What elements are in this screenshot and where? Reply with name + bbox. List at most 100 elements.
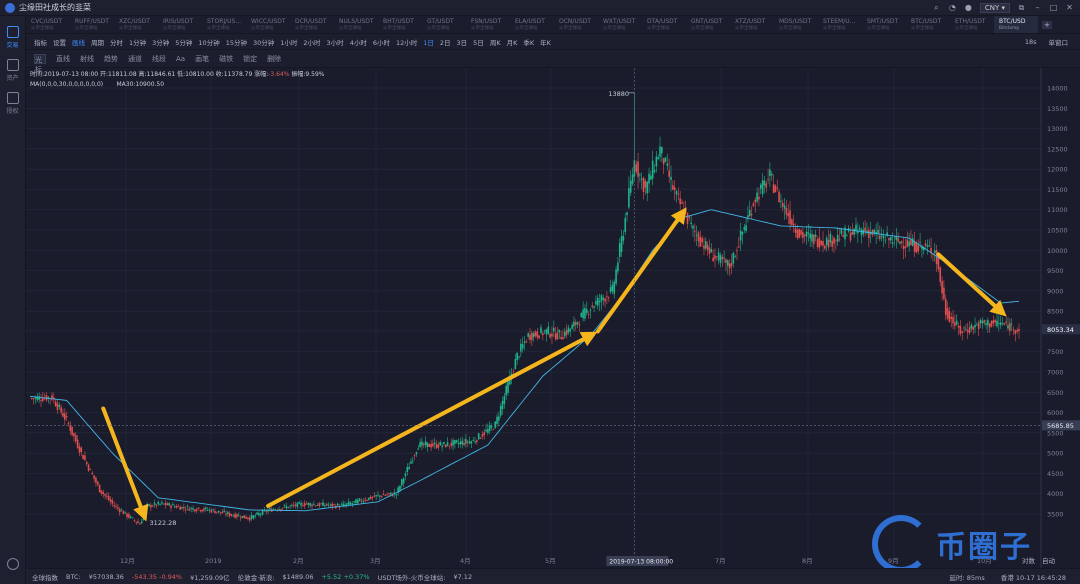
toolbar-item-1小时[interactable]: 1小时 bbox=[280, 38, 298, 47]
pair-tab-gt-usdt[interactable]: GT/USDT 火币全球站 bbox=[422, 16, 466, 33]
draw-tool-删除[interactable]: 删除 bbox=[267, 54, 282, 63]
chart-button-1[interactable]: 自动 bbox=[1042, 556, 1056, 565]
settings-gear-icon[interactable] bbox=[7, 558, 19, 570]
draw-tool-射线[interactable]: 射线 bbox=[80, 54, 94, 63]
toolbar-item-周K[interactable]: 周K bbox=[489, 38, 501, 47]
candle-body bbox=[650, 175, 652, 180]
draw-tool-线段[interactable]: 线段 bbox=[152, 54, 166, 63]
candle-body bbox=[175, 506, 178, 508]
pair-tab-ocn-usdt[interactable]: OCN/USDT 火币全球站 bbox=[554, 16, 598, 33]
toolbar-item-设置[interactable]: 设置 bbox=[53, 38, 66, 47]
pair-tab-wxt-usdt[interactable]: WXT/USDT 火币全球站 bbox=[598, 16, 642, 33]
pair-tab-exchange: 火币全球站 bbox=[383, 26, 406, 31]
toolbar-item-5日[interactable]: 5日 bbox=[473, 38, 484, 47]
pair-tab-ela-usdt[interactable]: ELA/USDT 火币全球站 bbox=[510, 16, 554, 33]
candle-body bbox=[750, 213, 753, 216]
candle-body bbox=[342, 503, 344, 506]
toolbar-item-1日[interactable]: 1日 bbox=[423, 38, 434, 47]
candle-body bbox=[734, 256, 736, 258]
minimize-button[interactable]: – bbox=[1035, 3, 1040, 12]
candlestick-chart[interactable]: 14000 13500 13000 12500 12000 11500 11000 10500… bbox=[26, 68, 1080, 568]
toolbar-item-月K[interactable]: 月K bbox=[506, 38, 518, 47]
add-pair-button[interactable]: + bbox=[1042, 21, 1052, 29]
toolbar-item-10分钟[interactable]: 10分钟 bbox=[198, 38, 220, 47]
bell-icon[interactable]: ◔ bbox=[948, 3, 956, 12]
fullscreen-icon[interactable]: ⧉ bbox=[1018, 2, 1025, 12]
usdt-price: ¥7.12 bbox=[453, 572, 473, 581]
draw-tool-光标[interactable]: 光标 bbox=[34, 53, 46, 74]
candle-body bbox=[234, 513, 236, 518]
toolbar-item-15分钟[interactable]: 15分钟 bbox=[225, 38, 247, 47]
watermark: 币圈子 bbox=[872, 515, 1032, 573]
toolbar-item-2日[interactable]: 2日 bbox=[439, 38, 451, 47]
draw-tool-磁铁[interactable]: 磁铁 bbox=[219, 54, 234, 63]
toolbar-item-3分钟[interactable]: 3分钟 bbox=[152, 38, 170, 47]
market-index-label[interactable]: 全球指数 bbox=[32, 573, 58, 582]
pair-tab-btc-usdt[interactable]: BTC/USDT 火币全球站 bbox=[906, 16, 950, 33]
pair-tab-smt-usdt[interactable]: SMT/USDT 火币全球站 bbox=[862, 16, 906, 33]
toolbar-item-3日[interactable]: 3日 bbox=[456, 38, 468, 47]
pair-tab-ruff-usdt[interactable]: RUFF/USDT 火币全球站 bbox=[70, 16, 114, 33]
pair-tab-bht-usdt[interactable]: BHT/USDT 火币全球站 bbox=[378, 16, 422, 33]
candle-body bbox=[553, 327, 555, 332]
toolbar-item-30分钟[interactable]: 30分钟 bbox=[252, 38, 275, 47]
pair-tab-fsn-usdt[interactable]: FSN/USDT 火币全球站 bbox=[466, 16, 510, 33]
pair-tab-cvc-usdt[interactable]: CVC/USDT 火币全球站 bbox=[26, 16, 70, 33]
pair-tab-gnt-usdt[interactable]: GNT/USDT 火币全球站 bbox=[686, 16, 730, 33]
candle-body bbox=[252, 515, 255, 519]
pair-tab-xzc-usdt[interactable]: XZC/USDT 火币全球站 bbox=[114, 16, 158, 33]
sidebar-item-auth[interactable]: 授权 bbox=[0, 92, 25, 115]
toolbar-right-item[interactable]: 单窗口 bbox=[1048, 38, 1069, 47]
toolbar-item-周期[interactable]: 周期 bbox=[91, 38, 104, 47]
candle-body bbox=[591, 305, 594, 307]
toolbar-item-年K[interactable]: 年K bbox=[540, 38, 551, 47]
gold-label: 伦敦金·新浪: bbox=[237, 573, 275, 582]
pair-tab-dcr-usdt[interactable]: DCR/USDT 火币全球站 bbox=[290, 16, 334, 33]
y-tick-label: 3500 bbox=[1047, 511, 1064, 519]
pair-tab-xtz-usdt[interactable]: XTZ/USDT 火币全球站 bbox=[730, 16, 774, 33]
pair-tab-wicc-usdt[interactable]: WICC/USDT 火币全球站 bbox=[246, 16, 290, 33]
toolbar-item-画线[interactable]: 画线 bbox=[72, 38, 85, 47]
user-icon[interactable]: ● bbox=[964, 3, 972, 12]
currency-label: CNY bbox=[984, 3, 1000, 12]
draw-tool-通道[interactable]: 通道 bbox=[128, 54, 142, 63]
toolbar-item-5分钟[interactable]: 5分钟 bbox=[175, 38, 193, 47]
pair-tab-btc-usd[interactable]: BTC/USD Bitstamp bbox=[994, 16, 1038, 33]
toolbar-item-2小时[interactable]: 2小时 bbox=[303, 38, 321, 47]
pair-tab-eth-usdt[interactable]: ETH/USDT 火币全球站 bbox=[950, 16, 994, 33]
close-button[interactable]: ✕ bbox=[1066, 3, 1073, 12]
toolbar-item-12小时[interactable]: 12小时 bbox=[395, 38, 418, 47]
candle-body bbox=[366, 500, 368, 501]
pair-tab-mds-usdt[interactable]: MDS/USDT 火币全球站 bbox=[774, 16, 818, 33]
pair-tab-storj-us-[interactable]: STORJ/US... 火币全球站 bbox=[202, 16, 246, 33]
draw-tool-直线[interactable]: 直线 bbox=[56, 54, 70, 63]
pair-tab-steem-u-[interactable]: STEEM/U... 火币全球站 bbox=[818, 16, 862, 33]
toolbar-item-6小时[interactable]: 6小时 bbox=[372, 38, 390, 47]
toolbar-item-分时[interactable]: 分时 bbox=[110, 38, 123, 47]
search-icon[interactable]: ⌕ bbox=[934, 2, 939, 12]
currency-select[interactable]: CNY ▾ bbox=[979, 2, 1010, 13]
toolbar-item-1分钟[interactable]: 1分钟 bbox=[129, 38, 147, 47]
candle-body bbox=[428, 443, 431, 447]
toolbar-item-季K[interactable]: 季K bbox=[523, 38, 535, 47]
draw-tool-画笔[interactable]: 画笔 bbox=[195, 54, 210, 63]
pair-tab-nuls-usdt[interactable]: NULS/USDT 火币全球站 bbox=[334, 16, 378, 33]
maximize-button[interactable]: □ bbox=[1049, 3, 1058, 12]
toolbar-item-指标[interactable]: 指标 bbox=[34, 38, 47, 47]
ma30-value: MA30:10900.50 bbox=[116, 81, 165, 88]
candle-body bbox=[554, 333, 557, 340]
toolbar-item-3小时[interactable]: 3小时 bbox=[326, 38, 344, 47]
draw-tool-锁定[interactable]: 锁定 bbox=[243, 54, 258, 63]
toolbar-item-4小时[interactable]: 4小时 bbox=[349, 38, 367, 47]
sidebar-item-assets[interactable]: 资产 bbox=[0, 59, 25, 82]
candle-body bbox=[783, 205, 786, 209]
draw-tool-Aa[interactable]: Aa bbox=[176, 54, 186, 63]
sidebar-item-trade[interactable]: 交易 bbox=[0, 26, 25, 49]
candle-body bbox=[131, 517, 134, 519]
draw-tool-趋势[interactable]: 趋势 bbox=[104, 54, 118, 63]
pair-tab-iris-usdt[interactable]: IRIS/USDT 火币全球站 bbox=[158, 16, 202, 33]
chart-button-0[interactable]: 对数 bbox=[1022, 556, 1036, 565]
pair-tab-dta-usdt[interactable]: DTA/USDT 火币全球站 bbox=[642, 16, 686, 33]
toolbar-right-item[interactable]: 18s bbox=[1024, 37, 1037, 46]
x-tick-label: 7月 bbox=[715, 557, 726, 565]
